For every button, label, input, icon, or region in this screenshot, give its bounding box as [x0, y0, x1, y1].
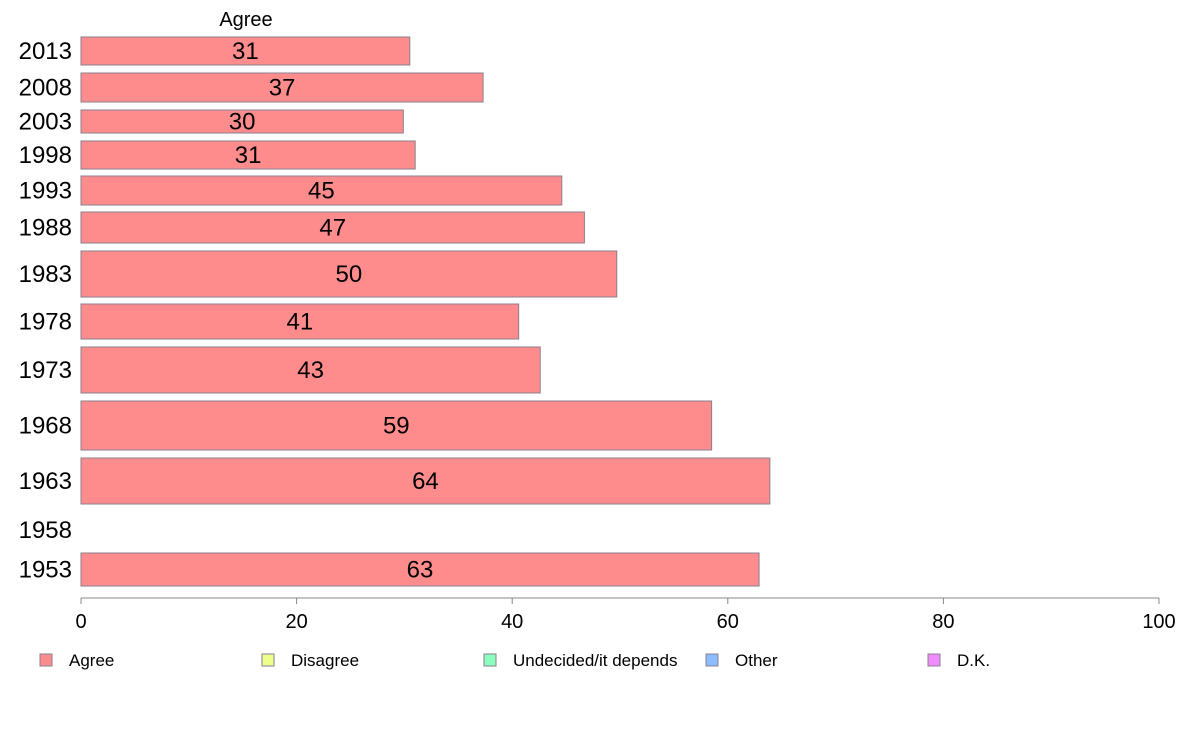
x-axis: 0 20 40 60 80 100: [75, 597, 1176, 633]
category-label-1983: 1983: [19, 261, 72, 288]
bar-1953: [80, 552, 760, 587]
x-tick-label-80: 80: [932, 611, 954, 633]
bar-2013: [80, 36, 411, 66]
category-label-1973: 1973: [19, 357, 72, 384]
legend-swatch-agree: [39, 653, 53, 667]
bar-value-label-1963: 64: [412, 468, 439, 495]
bar-1983: [80, 250, 618, 298]
bar-value-label-1973: 43: [297, 357, 324, 384]
legend-swatch-d-k: [927, 653, 941, 667]
bar-1973: [80, 346, 541, 394]
legend-swatch-other: [705, 653, 719, 667]
legend-label-other: Other: [735, 651, 778, 670]
category-label-1958: 1958: [19, 517, 72, 544]
column-title: Agree: [219, 9, 272, 31]
bar-value-label-2013: 31: [232, 38, 259, 65]
legend-swatch-disagree: [261, 653, 275, 667]
legend-swatch-undecided-it-depends: [483, 653, 497, 667]
category-label-1988: 1988: [19, 215, 72, 242]
category-label-1978: 1978: [19, 309, 72, 336]
category-label-1968: 1968: [19, 413, 72, 440]
legend-label-agree: Agree: [69, 651, 114, 670]
bar-value-label-1993: 45: [308, 178, 335, 205]
x-tick-label-20: 20: [285, 611, 307, 633]
bar-value-label-1998: 31: [235, 142, 262, 169]
category-label-1998: 1998: [19, 142, 72, 169]
bar-value-label-1983: 50: [336, 261, 363, 288]
bars-layer: 2013 31 2008 37 2003 30 1998 31 1993 45 1988 47 1983…: [19, 36, 771, 587]
x-tick-label-100: 100: [1142, 611, 1175, 633]
x-tick-label-60: 60: [717, 611, 739, 633]
category-label-2008: 2008: [19, 75, 72, 102]
category-label-1953: 1953: [19, 557, 72, 584]
legend-label-d-k: D.K.: [957, 651, 990, 670]
bar-value-label-1988: 47: [319, 215, 346, 242]
category-label-2003: 2003: [19, 109, 72, 136]
bar-value-label-1968: 59: [383, 413, 410, 440]
category-label-2013: 2013: [19, 38, 72, 65]
bar-1993: [80, 175, 563, 206]
bar-1968: [80, 400, 713, 451]
bar-1978: [80, 303, 520, 340]
bar-2003: [80, 109, 404, 134]
category-label-1993: 1993: [19, 178, 72, 205]
x-tick-label-0: 0: [75, 611, 86, 633]
bar-2008: [80, 72, 484, 103]
bar-value-label-1953: 63: [407, 557, 434, 584]
legend: Agree Disagree Undecided/it depends Other D.…: [39, 651, 990, 670]
bar-value-label-2008: 37: [269, 75, 296, 102]
legend-label-undecided-it-depends: Undecided/it depends: [513, 651, 677, 670]
x-tick-label-40: 40: [501, 611, 523, 633]
bar-1998: [80, 140, 416, 170]
category-label-1963: 1963: [19, 468, 72, 495]
legend-label-disagree: Disagree: [291, 651, 359, 670]
bar-value-label-2003: 30: [229, 109, 256, 136]
bar-1988: [80, 211, 585, 244]
bar-value-label-1978: 41: [286, 309, 313, 336]
bar-1963: [80, 457, 771, 505]
